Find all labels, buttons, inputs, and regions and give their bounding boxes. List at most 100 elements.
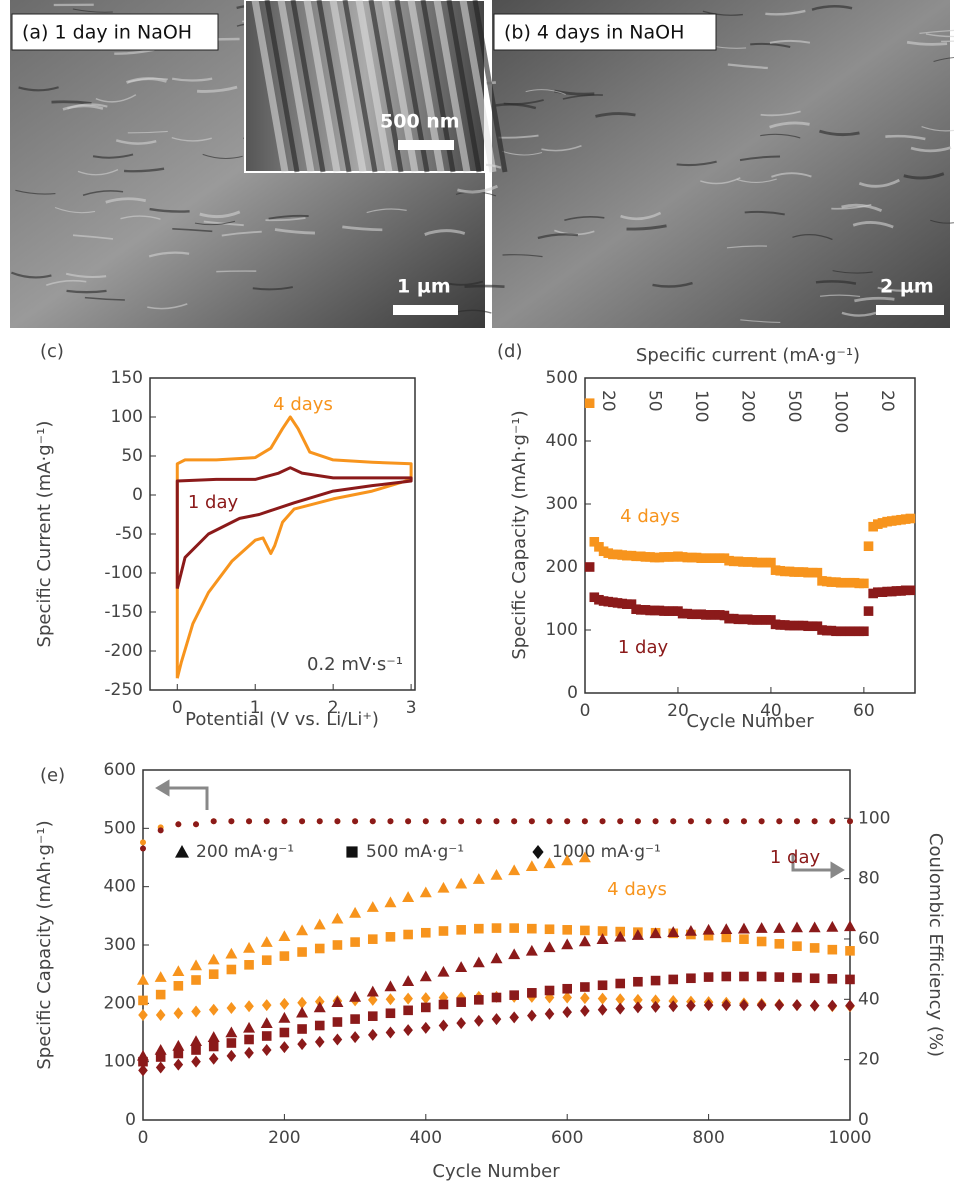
annotation: 1 day bbox=[770, 847, 821, 868]
x-tick-label: 200 bbox=[268, 1128, 300, 1148]
marker-square bbox=[403, 1006, 413, 1016]
y-tick-label: 500 bbox=[104, 818, 136, 838]
marker-square bbox=[585, 562, 595, 572]
marker-square bbox=[527, 924, 537, 934]
y-tick-label: 50 bbox=[121, 446, 143, 466]
marker-triangle bbox=[738, 923, 750, 934]
marker-square bbox=[439, 1000, 449, 1010]
marker-diamond bbox=[209, 1004, 219, 1016]
marker-diamond bbox=[244, 1000, 254, 1012]
marker-square bbox=[350, 1014, 360, 1024]
marker-square bbox=[403, 930, 413, 940]
x-tick-label: 800 bbox=[692, 1128, 724, 1148]
marker-square bbox=[174, 981, 184, 991]
marker-circle bbox=[635, 818, 641, 824]
marker-diamond bbox=[386, 1027, 396, 1039]
marker-triangle bbox=[175, 845, 189, 858]
y-tick-label: 300 bbox=[104, 935, 136, 955]
marker-circle bbox=[440, 818, 446, 824]
marker-diamond bbox=[174, 1059, 184, 1071]
marker-square bbox=[209, 1042, 219, 1052]
arrow-head bbox=[158, 782, 168, 794]
marker-circle bbox=[564, 818, 570, 824]
marker-triangle bbox=[455, 878, 467, 889]
texture-line bbox=[216, 271, 256, 272]
cv-curve bbox=[177, 417, 411, 678]
marker-diamond bbox=[775, 999, 785, 1011]
texture-line bbox=[465, 286, 505, 287]
marker-square bbox=[439, 926, 449, 936]
legend-label: 200 mA·g⁻¹ bbox=[196, 842, 294, 862]
marker-square bbox=[704, 972, 714, 982]
marker-triangle bbox=[720, 923, 732, 934]
marker-circle bbox=[264, 818, 270, 824]
marker-square bbox=[386, 1008, 396, 1018]
marker-circle bbox=[423, 818, 429, 824]
marker-square bbox=[191, 1045, 201, 1055]
marker-circle bbox=[387, 818, 393, 824]
panel-label: (c) bbox=[40, 341, 64, 362]
marker-circle bbox=[511, 818, 517, 824]
marker-square bbox=[739, 934, 749, 944]
marker-square bbox=[280, 1028, 290, 1038]
marker-diamond bbox=[191, 1056, 201, 1068]
y-tick-label: 500 bbox=[546, 368, 578, 388]
marker-square bbox=[509, 923, 519, 933]
marker-square bbox=[421, 928, 431, 938]
marker-square bbox=[906, 586, 916, 596]
marker-square bbox=[562, 925, 572, 935]
y2-tick-label: 60 bbox=[858, 929, 880, 949]
marker-diamond bbox=[403, 993, 413, 1005]
marker-square bbox=[845, 975, 855, 985]
marker-square bbox=[775, 972, 785, 982]
rate-label: 50 bbox=[645, 390, 665, 412]
marker-triangle bbox=[331, 913, 343, 924]
scale-label: 2 µm bbox=[880, 276, 934, 298]
marker-triangle bbox=[243, 942, 255, 953]
marker-circle bbox=[741, 818, 747, 824]
marker-square bbox=[598, 980, 608, 990]
marker-square bbox=[721, 972, 731, 982]
panel-label: (d) bbox=[497, 341, 522, 362]
x-axis-title: Cycle Number bbox=[432, 1161, 560, 1182]
marker-square bbox=[721, 933, 731, 943]
marker-circle bbox=[653, 818, 659, 824]
marker-circle bbox=[688, 818, 694, 824]
marker-square bbox=[651, 976, 661, 986]
y2-tick-label: 20 bbox=[858, 1050, 880, 1070]
scale-label: 500 nm bbox=[380, 111, 460, 133]
rate-label: 20 bbox=[877, 390, 897, 412]
marker-triangle bbox=[137, 974, 149, 985]
marker-circle bbox=[547, 818, 553, 824]
image-label: (a) 1 day in NaOH bbox=[22, 22, 192, 44]
x-tick-label: 1000 bbox=[828, 1128, 871, 1148]
annotation: 1 day bbox=[618, 637, 669, 658]
marker-square bbox=[315, 1021, 325, 1031]
marker-diamond bbox=[227, 1002, 237, 1014]
y-tick-label: -200 bbox=[104, 641, 143, 661]
marker-circle bbox=[776, 818, 782, 824]
marker-diamond bbox=[297, 1038, 307, 1050]
marker-diamond bbox=[545, 1008, 555, 1020]
marker-square bbox=[633, 977, 643, 987]
y2-axis-title: Coulombic Efficiency (%) bbox=[925, 833, 946, 1057]
marker-circle bbox=[246, 818, 252, 824]
marker-triangle bbox=[367, 901, 379, 912]
image-label: (b) 4 days in NaOH bbox=[504, 22, 684, 44]
marker-diamond bbox=[792, 999, 802, 1011]
marker-diamond bbox=[368, 1029, 378, 1041]
marker-triangle bbox=[455, 961, 467, 972]
marker-square bbox=[739, 972, 749, 982]
marker-square bbox=[333, 940, 343, 950]
marker-diamond bbox=[757, 999, 767, 1011]
marker-square bbox=[828, 974, 838, 984]
rate-label: 1000 bbox=[831, 390, 851, 433]
x-tick-label: 600 bbox=[551, 1128, 583, 1148]
marker-triangle bbox=[491, 952, 503, 963]
marker-triangle bbox=[243, 1022, 255, 1033]
x-tick-label: 2 bbox=[328, 698, 339, 718]
marker-triangle bbox=[508, 948, 520, 959]
marker-square bbox=[297, 947, 307, 957]
annotation: 0.2 mV·s⁻¹ bbox=[307, 654, 403, 675]
marker-square bbox=[864, 606, 874, 616]
